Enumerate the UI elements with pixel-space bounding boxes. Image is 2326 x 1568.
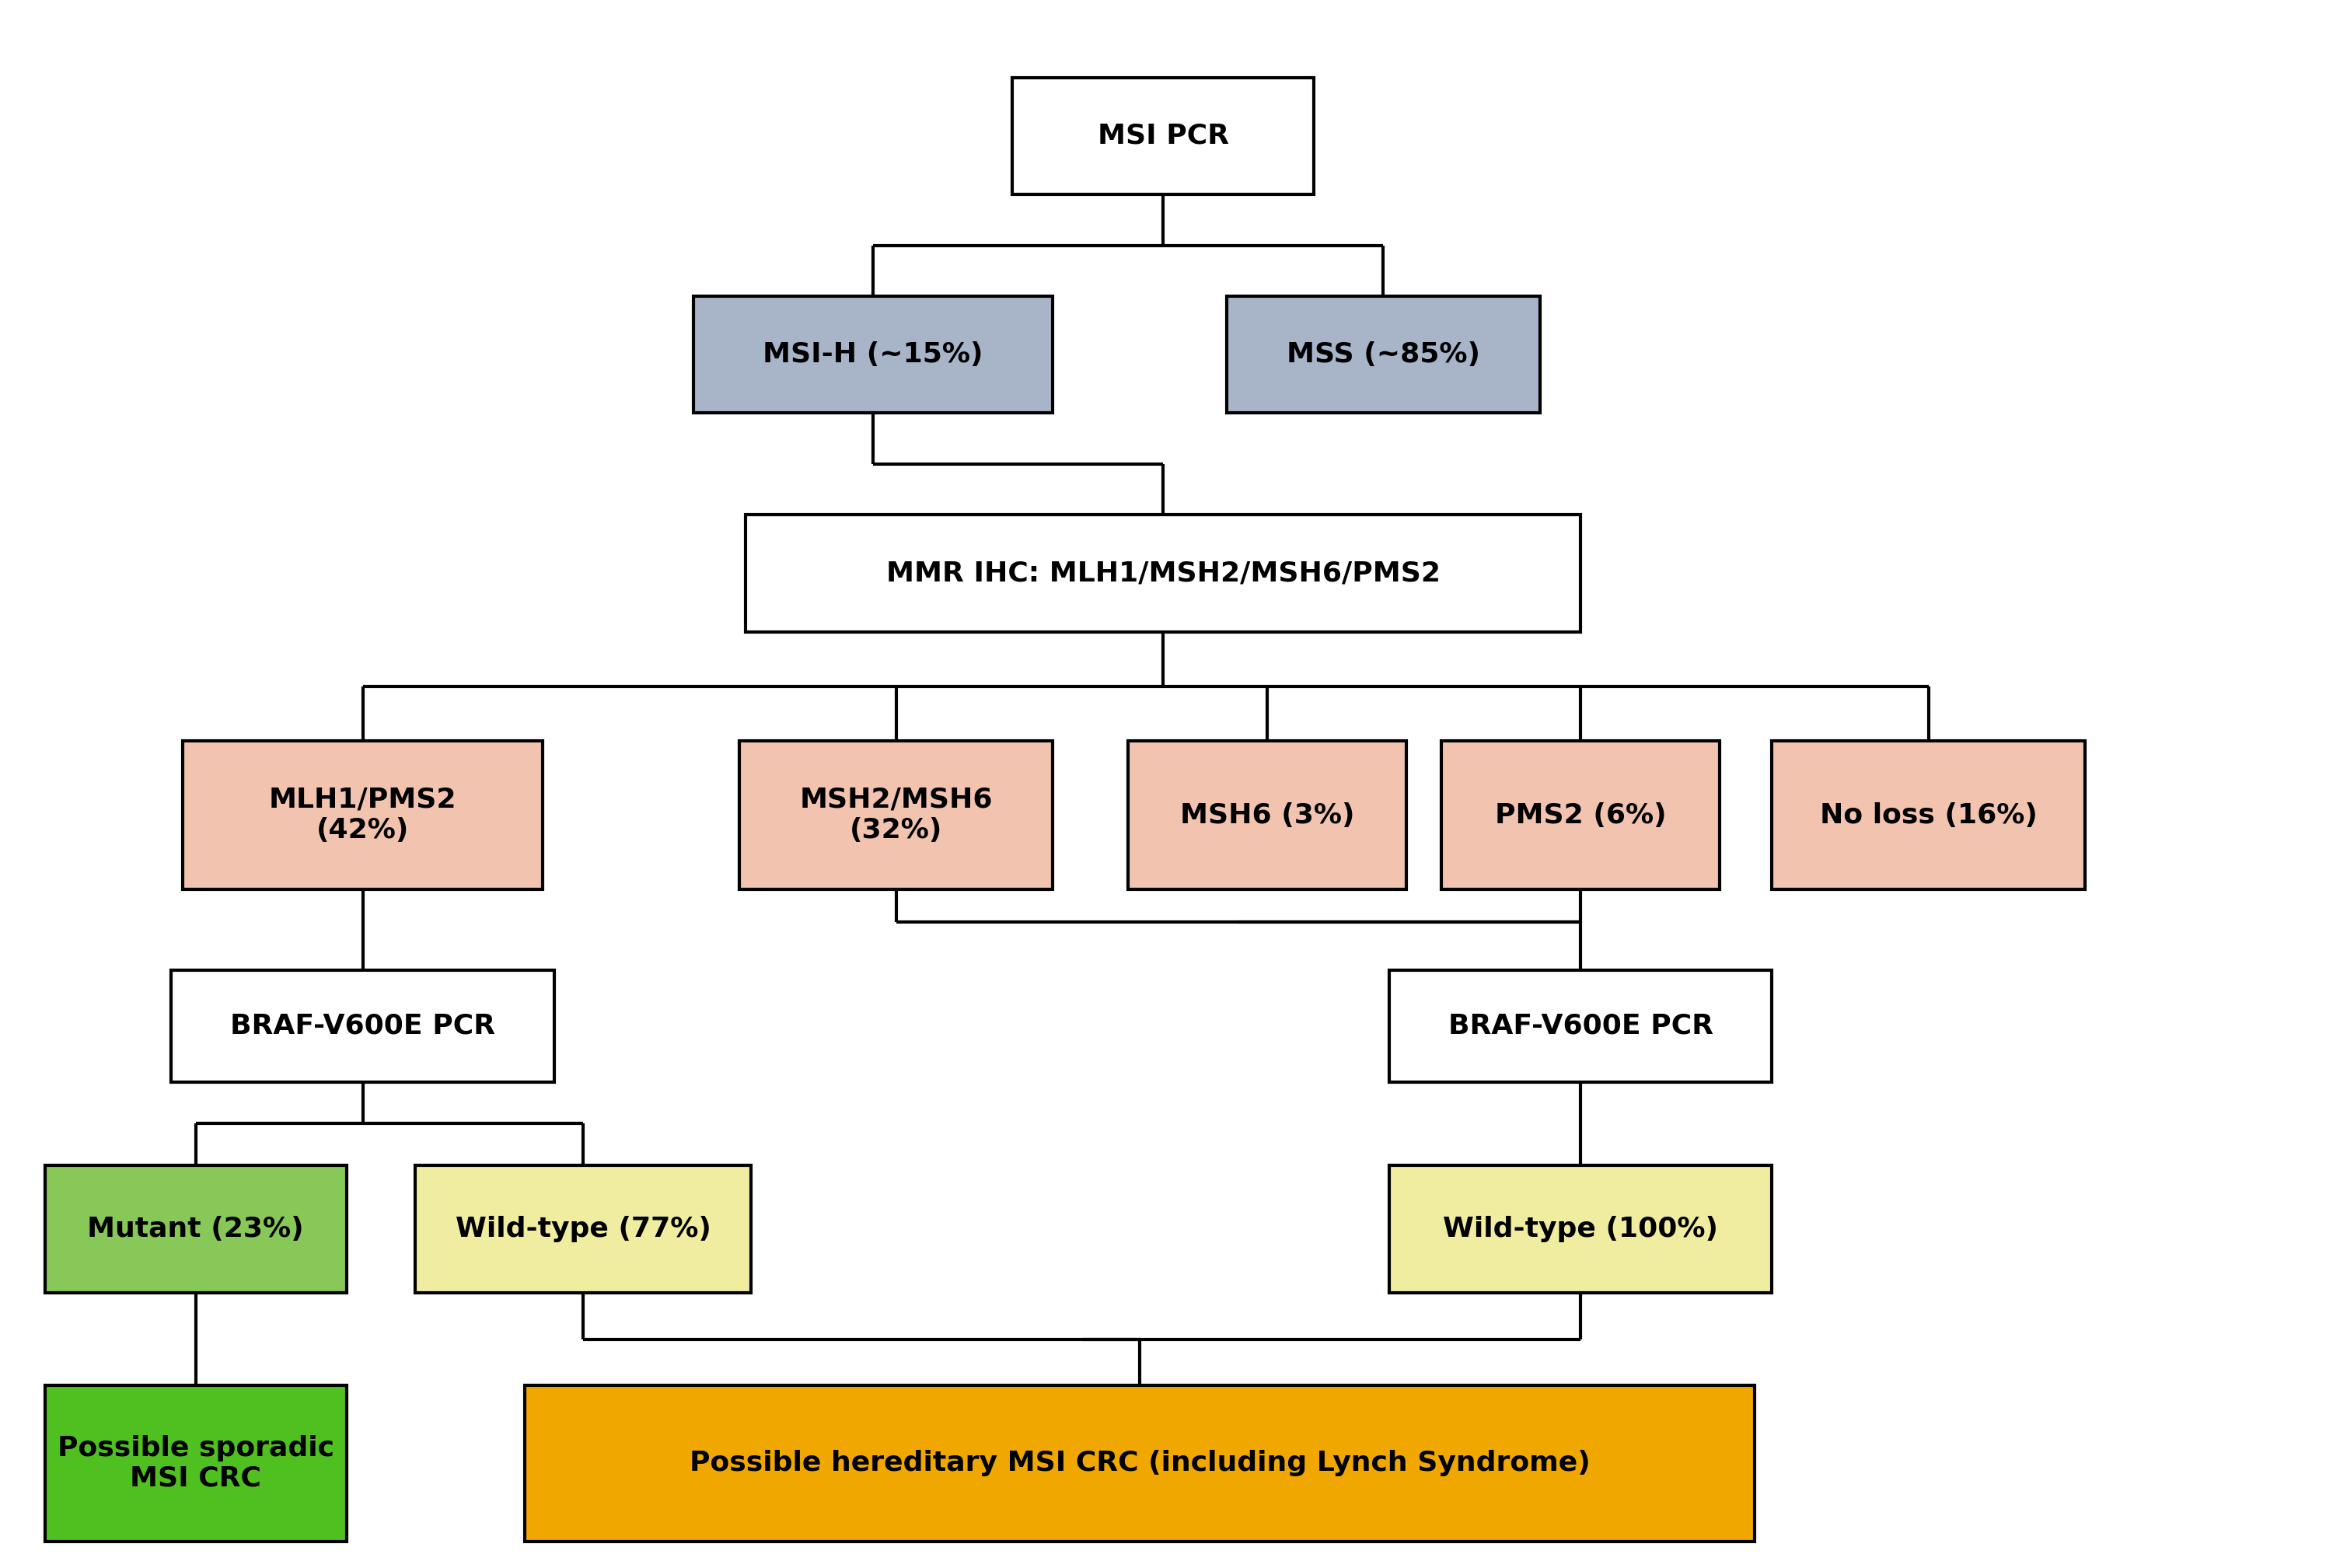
FancyBboxPatch shape xyxy=(1012,77,1314,194)
FancyBboxPatch shape xyxy=(693,296,1054,412)
FancyBboxPatch shape xyxy=(1389,1165,1772,1294)
Text: MLH1/PMS2
(42%): MLH1/PMS2 (42%) xyxy=(270,787,456,844)
FancyBboxPatch shape xyxy=(172,971,554,1082)
Text: PMS2 (6%): PMS2 (6%) xyxy=(1496,801,1665,828)
Text: No loss (16%): No loss (16%) xyxy=(1819,801,2038,828)
Text: MSI PCR: MSI PCR xyxy=(1098,122,1228,149)
Text: Wild-type (100%): Wild-type (100%) xyxy=(1442,1215,1719,1242)
FancyBboxPatch shape xyxy=(1442,742,1719,889)
Text: BRAF-V600E PCR: BRAF-V600E PCR xyxy=(230,1013,495,1040)
Text: MMR IHC: MLH1/MSH2/MSH6/PMS2: MMR IHC: MLH1/MSH2/MSH6/PMS2 xyxy=(886,560,1440,586)
FancyBboxPatch shape xyxy=(414,1165,751,1294)
FancyBboxPatch shape xyxy=(1389,971,1772,1082)
Text: Possible hereditary MSI CRC (including Lynch Syndrome): Possible hereditary MSI CRC (including L… xyxy=(688,1450,1591,1477)
FancyBboxPatch shape xyxy=(526,1385,1754,1541)
FancyBboxPatch shape xyxy=(1128,742,1407,889)
Text: MSI-H (~15%): MSI-H (~15%) xyxy=(763,342,984,368)
FancyBboxPatch shape xyxy=(1772,742,2084,889)
Text: MSH2/MSH6
(32%): MSH2/MSH6 (32%) xyxy=(800,787,993,844)
Text: MSH6 (3%): MSH6 (3%) xyxy=(1179,801,1354,828)
FancyBboxPatch shape xyxy=(44,1385,347,1541)
FancyBboxPatch shape xyxy=(44,1165,347,1294)
Text: BRAF-V600E PCR: BRAF-V600E PCR xyxy=(1449,1013,1712,1040)
Text: Mutant (23%): Mutant (23%) xyxy=(88,1215,305,1242)
FancyBboxPatch shape xyxy=(184,742,542,889)
Text: Wild-type (77%): Wild-type (77%) xyxy=(456,1215,712,1242)
Text: Possible sporadic
MSI CRC: Possible sporadic MSI CRC xyxy=(58,1435,335,1491)
FancyBboxPatch shape xyxy=(740,742,1054,889)
Text: MSS (~85%): MSS (~85%) xyxy=(1286,342,1479,368)
FancyBboxPatch shape xyxy=(1226,296,1540,412)
FancyBboxPatch shape xyxy=(747,514,1579,632)
